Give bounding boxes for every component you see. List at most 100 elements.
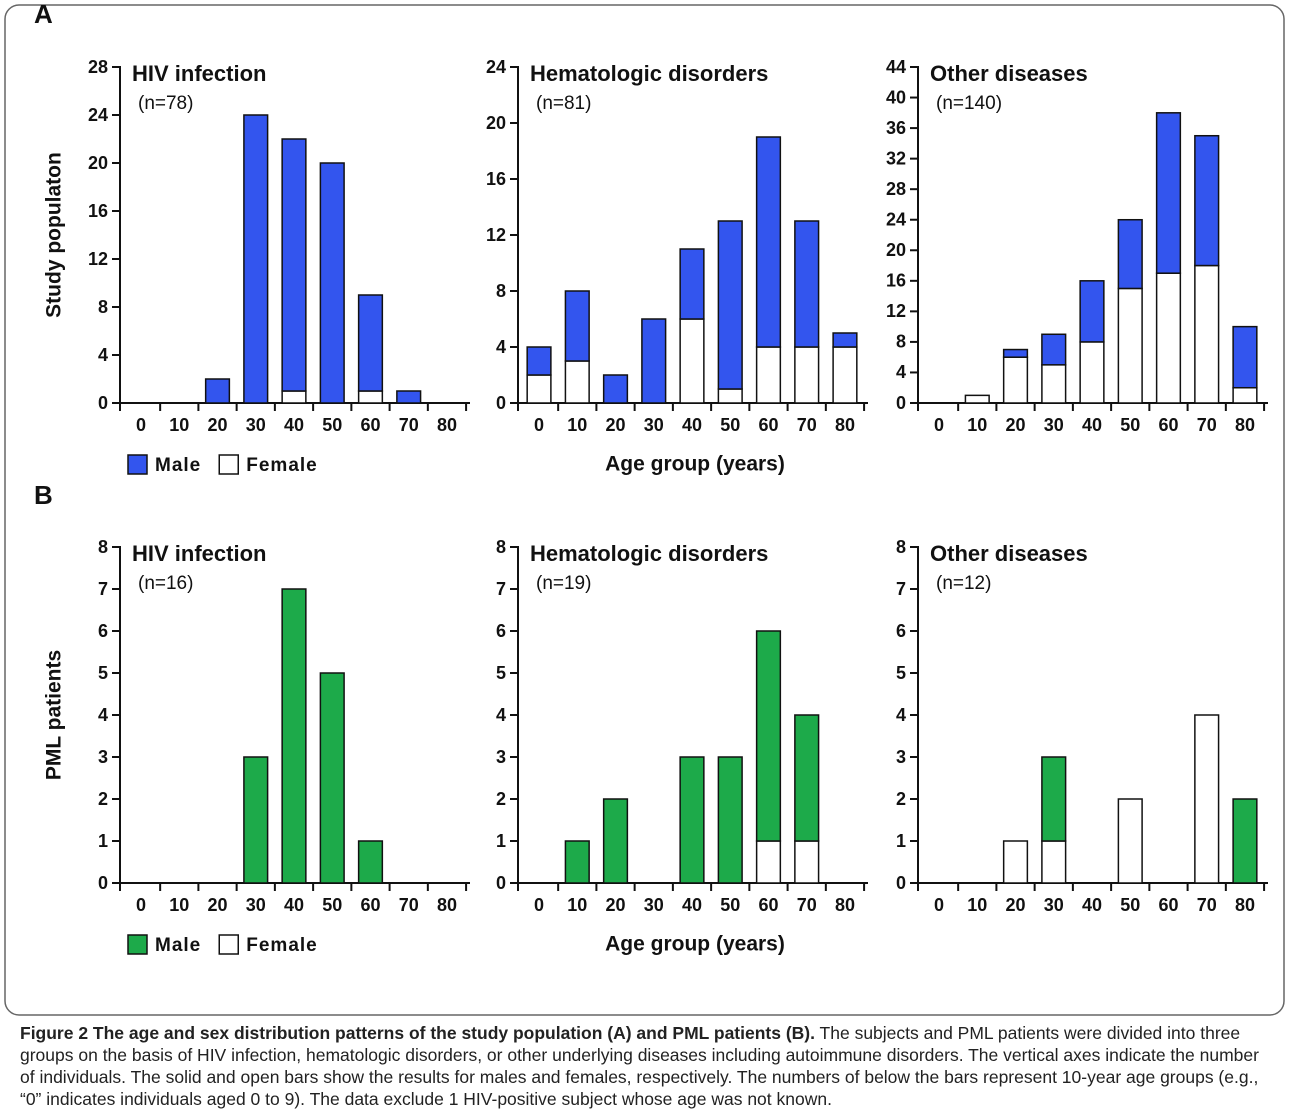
chart-title: Other diseases	[930, 541, 1088, 566]
bar	[679, 756, 705, 884]
chart-title: HIV infection	[132, 61, 266, 86]
x-tick-label: 60	[360, 415, 380, 435]
bar	[794, 714, 820, 842]
panel-label: B	[34, 480, 53, 510]
caption: Figure 2 The age and sex distribution pa…	[20, 1022, 1275, 1110]
bar	[526, 374, 552, 404]
bar	[717, 388, 743, 404]
y-tick-label: 6	[496, 621, 506, 641]
x-tick-label: 0	[534, 415, 544, 435]
bar	[526, 346, 552, 376]
x-tick-label: 80	[835, 895, 855, 915]
y-tick-label: 12	[486, 225, 506, 245]
bar	[602, 798, 629, 884]
legend-label: Female	[246, 935, 317, 956]
x-tick-label: 50	[322, 415, 342, 435]
x-axis-label: Age group (years)	[605, 933, 785, 956]
bar	[794, 220, 820, 348]
x-axis-label: Age group (years)	[605, 453, 785, 476]
y-tick-label: 12	[88, 249, 108, 269]
y-tick-label: 8	[98, 537, 108, 557]
y-tick-label: 24	[886, 209, 906, 229]
x-tick-label: 70	[399, 415, 419, 435]
chart-subtitle: (n=81)	[536, 93, 591, 114]
y-tick-label: 1	[98, 831, 108, 851]
y-tick-label: 8	[496, 537, 506, 557]
x-tick-label: 30	[246, 415, 266, 435]
bar	[1041, 756, 1067, 842]
bar	[1117, 798, 1143, 884]
y-tick-label: 0	[496, 873, 506, 893]
y-tick-label: 4	[496, 337, 506, 357]
bar	[1155, 272, 1182, 404]
y-tick-label: 6	[98, 621, 108, 641]
bar	[1194, 134, 1220, 267]
bar	[641, 318, 667, 404]
y-tick-label: 5	[98, 663, 108, 683]
bar	[357, 390, 384, 404]
legend-label: Male	[155, 935, 201, 956]
x-tick-label: 60	[1158, 895, 1178, 915]
x-tick-label: 60	[1158, 415, 1178, 435]
bar	[1041, 840, 1067, 884]
bar	[1002, 356, 1029, 404]
chart-title: Hematologic disorders	[530, 61, 768, 86]
y-tick-label: 4	[98, 345, 108, 365]
x-tick-label: 40	[682, 895, 702, 915]
bar	[679, 318, 705, 404]
bar	[717, 220, 743, 390]
chart-title: Hematologic disorders	[530, 541, 768, 566]
legend-swatch	[218, 454, 239, 475]
bar	[564, 360, 590, 404]
x-tick-label: 10	[567, 895, 587, 915]
bar	[281, 390, 307, 404]
y-tick-label: 36	[886, 118, 906, 138]
x-tick-label: 0	[934, 415, 944, 435]
y-tick-label: 4	[896, 362, 906, 382]
caption-title: Figure 2 The age and sex distribution pa…	[20, 1023, 815, 1043]
x-tick-label: 10	[567, 415, 587, 435]
y-tick-label: 7	[896, 579, 906, 599]
x-tick-label: 10	[169, 415, 189, 435]
y-tick-label: 32	[886, 148, 906, 168]
x-tick-label: 20	[1006, 895, 1026, 915]
bar	[1079, 280, 1105, 343]
y-tick-label: 4	[896, 705, 906, 725]
x-tick-label: 40	[1082, 415, 1102, 435]
x-tick-label: 20	[208, 895, 228, 915]
chart-subtitle: (n=19)	[536, 573, 591, 594]
y-tick-label: 24	[486, 57, 506, 77]
y-tick-label: 8	[896, 332, 906, 352]
x-tick-label: 30	[1044, 895, 1064, 915]
y-tick-label: 7	[496, 579, 506, 599]
x-tick-label: 40	[682, 415, 702, 435]
x-tick-label: 0	[136, 895, 146, 915]
bar	[357, 294, 384, 392]
bar	[1002, 348, 1029, 358]
bar	[602, 374, 629, 404]
x-tick-label: 10	[967, 415, 987, 435]
y-axis-label: Study populaton	[43, 152, 66, 318]
y-tick-label: 3	[496, 747, 506, 767]
bar	[794, 840, 820, 884]
bar	[1002, 840, 1029, 884]
y-tick-label: 20	[486, 113, 506, 133]
bar	[1041, 333, 1067, 366]
y-tick-label: 8	[896, 537, 906, 557]
y-tick-label: 5	[496, 663, 506, 683]
x-tick-label: 50	[720, 895, 740, 915]
y-tick-label: 0	[896, 393, 906, 413]
bar	[1041, 364, 1067, 404]
y-tick-label: 20	[886, 240, 906, 260]
bar	[1232, 325, 1258, 389]
y-tick-label: 0	[496, 393, 506, 413]
x-tick-label: 0	[934, 895, 944, 915]
bar	[1079, 341, 1105, 404]
bar	[755, 136, 782, 348]
x-tick-label: 60	[758, 895, 778, 915]
x-tick-label: 30	[1044, 415, 1064, 435]
x-tick-label: 20	[208, 415, 228, 435]
bar	[243, 114, 269, 404]
y-tick-label: 40	[886, 87, 906, 107]
